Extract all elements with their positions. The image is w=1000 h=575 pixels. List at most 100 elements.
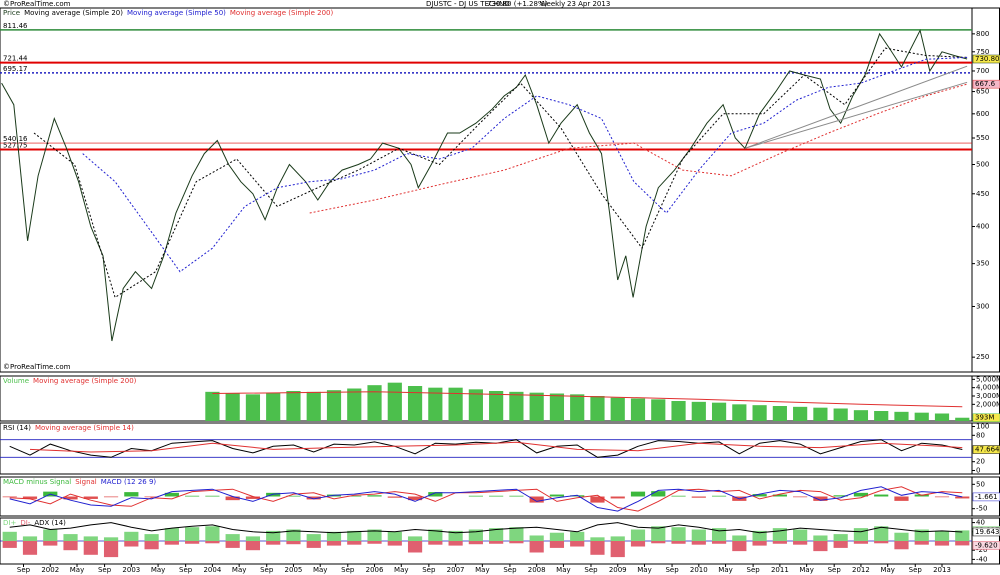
x-tick-label: Sep [747,566,761,574]
bar [711,402,727,421]
bar [286,529,301,541]
bar [691,401,706,421]
bar [772,406,787,421]
bar [43,529,58,541]
last-value-box [972,527,1000,537]
bar [752,530,767,541]
x-tick-label: 2002 [41,566,59,574]
series-line [9,522,963,534]
bar [509,495,524,497]
bar [529,496,544,503]
bar [894,411,909,421]
bar [955,541,970,546]
bar [610,397,625,421]
legend-entry: MACD minus Signal [3,478,71,486]
bar [347,388,362,421]
legend-entry: Moving average (Simple 200) [230,9,334,17]
x-tick-label: May [313,566,327,574]
y-tick-label: 750 [976,48,989,56]
bar [732,535,747,541]
series-line [9,439,963,458]
bar [407,536,423,541]
bar [732,404,747,421]
bar [286,541,301,545]
bar [245,394,261,421]
series-line [212,391,963,408]
y-tick-label: 2,000M [976,400,1000,408]
bar [407,386,423,421]
x-tick-label: 2006 [366,566,384,574]
bar [83,541,98,555]
bar [570,541,585,547]
y-tick-label: 3,000M [976,392,1000,400]
last-value-box [972,413,1000,422]
bar [489,391,504,421]
bar [448,530,463,541]
bar [914,412,929,421]
bar [164,528,179,541]
bar [245,536,261,541]
bar [22,496,38,499]
last-value-box [972,541,1000,550]
bar [813,541,828,552]
bar [63,534,78,541]
y-tick-label: 800 [976,30,989,38]
y-tick-label: 5,000M [976,375,1000,383]
bar [610,541,625,558]
y-tick-label: 600 [976,110,989,118]
bar [347,495,362,497]
panel [0,7,973,373]
x-tick-label: May [799,566,813,574]
bar [610,496,625,499]
bar [833,495,848,497]
y-tick-label: 80 [976,431,985,439]
bar [691,496,706,498]
bar [833,534,848,541]
x-tick-label: Sep [909,566,923,574]
bar [266,492,281,497]
bar [489,528,504,541]
x-tick-label: May [394,566,408,574]
watermark: ©ProRealTime.com [3,0,71,8]
bar [367,495,382,497]
last-value-label: 47.664 [975,446,1000,454]
bar [245,496,261,499]
y-tick-label: 350 [976,260,989,268]
bar [164,541,179,545]
bar [549,541,565,548]
last-value-label: 667.6 [975,80,996,88]
bar [934,413,950,421]
bar [286,495,301,497]
bar [144,541,159,550]
series-line [9,486,963,512]
bar [630,541,646,547]
bar [468,495,483,497]
chart-title: DJUSTC - DJ US TECHNO [426,0,510,8]
bar [124,492,139,497]
series-line [309,83,968,214]
bar [752,494,767,497]
x-tick-label: Sep [503,566,517,574]
bar [205,391,220,421]
bar [671,541,686,544]
bar [2,531,17,541]
y-tick-label: 100 [976,423,989,431]
bar [205,541,220,544]
bar [570,495,585,497]
bar [590,537,605,541]
bar [22,536,38,541]
bar [874,526,889,541]
bar [205,526,220,541]
bar [934,541,950,546]
bar [651,526,666,541]
bar [266,541,281,545]
bar [428,529,443,541]
legend-entry: RSI (14) [3,424,31,432]
bar [610,536,625,541]
x-tick-label: 2003 [122,566,140,574]
bar [306,391,321,421]
period: Weekly [540,0,565,8]
last-value-box [972,445,1000,454]
bar [671,401,686,421]
level-label: 811.46 [3,22,28,30]
